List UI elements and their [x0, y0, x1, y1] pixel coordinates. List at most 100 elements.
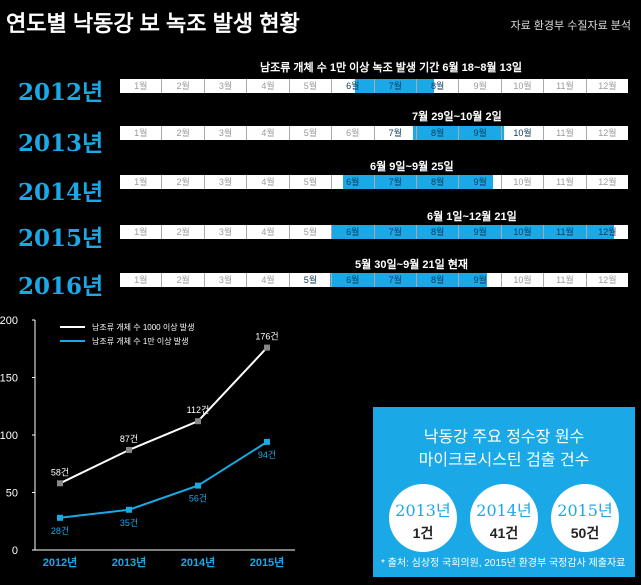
month-cell: 11월	[544, 225, 587, 239]
month-cell: 3월	[205, 79, 248, 93]
timeline-period-label: 7월 29일~10월 2일	[412, 111, 502, 123]
month-cell: 12월	[598, 81, 617, 91]
month-cell: 2월	[162, 126, 205, 140]
timeline-year-label: 2013년	[18, 130, 104, 157]
month-bar: 1월 2월 3월 4월 5월 6월 7월 8월 9월 10월 11월 12월	[120, 225, 628, 239]
data-label: 28건	[51, 526, 69, 536]
data-point	[264, 438, 270, 445]
legend-label: 남조류 개체 수 1000 이상 발생	[92, 322, 195, 332]
month-cell: 9월	[459, 126, 502, 140]
timeline-period-label: 6월 9일~9월 25일	[370, 161, 454, 173]
month-cell: 7월	[375, 225, 417, 239]
month-cell: 9월	[459, 79, 502, 93]
month-cell: 5월	[290, 225, 333, 239]
bloom-count-line-chart: 0 50 100 150 200 2012년 2013년 2014년 2015년 58건 87건 11…	[0, 315, 295, 569]
circle-count: 50건	[570, 525, 600, 541]
data-label: 35건	[120, 518, 138, 528]
month-cell: 3월	[205, 225, 248, 239]
timeline-row-2012: 2012년 남조류 개체 수 1만 이상 녹조 발생 기간 6월 18~8월 1…	[0, 62, 641, 115]
month-cell: 2월	[162, 175, 205, 189]
month-cell: 6월	[332, 79, 375, 93]
circle-year: 2013년	[395, 501, 451, 520]
y-tick-label: 150	[0, 373, 18, 385]
month-bar: 1월 2월 3월 4월 5월 6월 7월 8월 9월 10월 11월 12월	[120, 79, 628, 93]
source-note: 자료 환경부 수질자료 분석	[510, 20, 632, 32]
data-point	[57, 480, 63, 487]
month-cell: 8월	[417, 225, 460, 239]
data-label: 94건	[258, 450, 276, 460]
month-cell: 2월	[162, 79, 205, 93]
month-cell: 10월	[502, 225, 545, 239]
x-tick-label: 2014년	[181, 555, 216, 569]
y-tick-label: 200	[0, 315, 18, 327]
month-cell: 8월	[417, 79, 460, 93]
month-cell: 7월	[375, 175, 417, 189]
month-bar: 1월 2월 3월 4월 5월 6월 7월 8월 9월 10월 11월 12월	[120, 175, 628, 189]
data-point	[126, 446, 132, 453]
month-cell: 4월	[247, 175, 290, 189]
month-cell: 1월	[120, 79, 163, 93]
x-tick-label: 2013년	[112, 555, 147, 569]
y-tick-label: 100	[0, 430, 18, 442]
microcystin-count-circle: 2013년 1건	[389, 484, 457, 552]
month-cell: 1월	[120, 126, 163, 140]
data-label: 87건	[120, 434, 138, 444]
month-cell: 3월	[205, 126, 248, 140]
month-cell: 6월	[332, 225, 375, 239]
month-cell: 8월	[417, 175, 460, 189]
timeline-period-label: 남조류 개체 수 1만 이상 녹조 발생 기간 6월 18~8월 13일	[260, 62, 522, 74]
info-box-title-line2: 마이크로시스틴 검출 건수	[418, 452, 590, 469]
month-cell: 10월	[502, 273, 545, 287]
month-cell: 6월	[332, 273, 375, 287]
data-point	[264, 344, 270, 351]
month-cell: 10월	[502, 79, 545, 93]
month-cell: 4월	[247, 79, 290, 93]
month-cell: 1월	[120, 225, 163, 239]
x-tick-label: 2012년	[43, 555, 78, 569]
data-point	[195, 418, 201, 425]
timeline-row-2013: 2013년 7월 29일~10월 2일 1월 2월 3월 4월 5월 6월 7월 8월 9월 10…	[0, 111, 641, 168]
y-tick-label: 0	[12, 545, 18, 557]
month-cell: 10월	[502, 126, 545, 140]
month-cell: 10월	[502, 175, 545, 189]
x-tick-label: 2015년	[250, 555, 285, 569]
month-cell: 1월	[120, 175, 163, 189]
timeline-year-label: 2014년	[18, 179, 104, 206]
bloom-period-highlight	[354, 79, 435, 93]
month-bar: 1월 2월 3월 4월 5월 6월 7월 8월 9월 10월 11월 12월	[120, 126, 628, 140]
month-bar: 1월 2월 3월 4월 5월 6월 7월 8월 9월 10월 11월 12월	[120, 273, 628, 287]
info-box-title-line1: 낙동강 주요 정수장 원수	[423, 429, 585, 446]
timeline-year-label: 2016년	[18, 273, 104, 300]
data-label: 176건	[255, 332, 278, 342]
month-cell: 1월	[120, 273, 163, 287]
microcystin-count-circle: 2015년 50건	[551, 484, 619, 552]
data-label: 58건	[51, 467, 69, 477]
data-label: 112건	[187, 405, 210, 415]
month-cell: 8월	[417, 126, 460, 140]
month-cell: 11월	[544, 126, 587, 140]
circle-count: 41건	[489, 525, 519, 541]
bloom-period-highlight	[343, 175, 493, 189]
month-cell: 12월	[598, 275, 617, 285]
month-cell: 12월	[598, 177, 617, 187]
month-cell: 9월	[459, 225, 502, 239]
month-cell: 5월	[290, 175, 333, 189]
month-cell: 12월	[598, 128, 617, 138]
data-point	[57, 514, 63, 521]
month-cell: 7월	[375, 126, 417, 140]
timeline-year-label: 2015년	[18, 225, 104, 252]
month-cell: 12월	[598, 227, 617, 237]
series-line	[59, 441, 268, 519]
timeline-year-label: 2012년	[18, 79, 104, 106]
month-cell: 8월	[417, 273, 460, 287]
page-title: 연도별 낙동강 보 녹조 발생 현황	[6, 11, 300, 36]
month-cell: 4월	[247, 225, 290, 239]
y-tick-label: 50	[6, 488, 18, 500]
bloom-period-highlight	[329, 273, 488, 287]
timeline-row-2015: 2015년 6월 1일~12월 21일 1월 2월 3월 4월 5월 6월 7월 8월 9월 10…	[0, 211, 641, 267]
month-cell: 7월	[375, 273, 417, 287]
data-point	[195, 482, 201, 489]
month-cell: 3월	[205, 273, 248, 287]
month-cell: 5월	[290, 126, 333, 140]
month-cell: 6월	[332, 126, 375, 140]
